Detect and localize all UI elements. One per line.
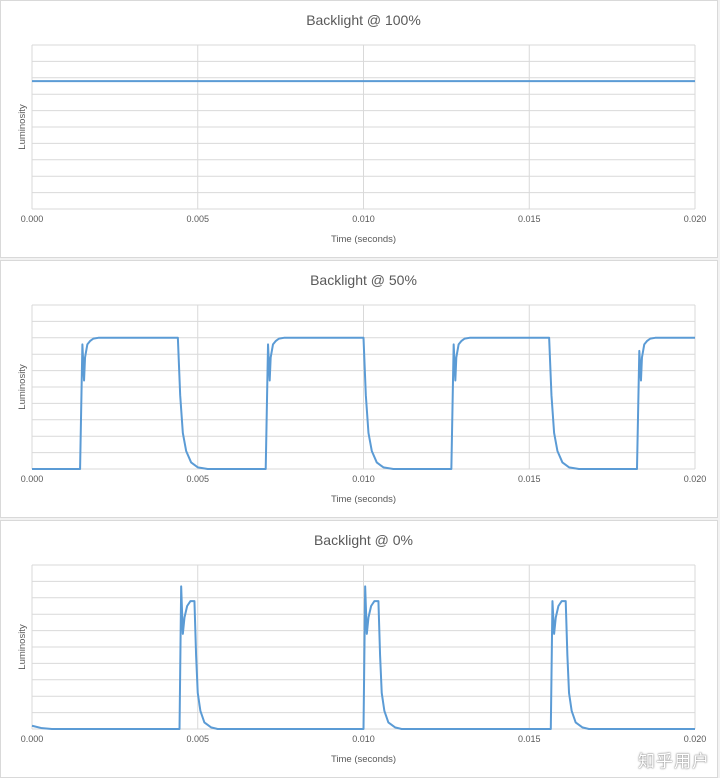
chart-svg: 0.000 0.005 0.010 0.015 0.020 Backlight @ 100… <box>17 12 707 245</box>
series-line <box>31 585 695 730</box>
x-tick-label: 0.020 <box>684 214 707 224</box>
chart-panel-backlight-0: 0.000 0.005 0.010 0.015 0.020 Backlight @ 0% T… <box>0 520 718 778</box>
x-tick-label: 0.005 <box>186 474 209 484</box>
y-axis-label: Luminosity <box>17 104 28 150</box>
chart-panel-backlight-50: 0.000 0.005 0.010 0.015 0.020 Backlight @ 50%… <box>0 260 718 518</box>
watermark: 知乎用户 <box>638 752 710 772</box>
x-tick-label: 0.020 <box>684 474 707 484</box>
chart-panel-backlight-100: 0.000 0.005 0.010 0.015 0.020 Backlight @ 100… <box>0 0 718 258</box>
series-line <box>32 336 695 470</box>
chart-title: Backlight @ 0% <box>314 532 413 548</box>
x-tick-label: 0.010 <box>352 474 375 484</box>
x-tick-label: 0.000 <box>21 474 44 484</box>
x-tick-label: 0.015 <box>518 214 541 224</box>
y-axis-label: Luminosity <box>17 624 28 670</box>
x-tick-label: 0.000 <box>21 214 44 224</box>
chart-title: Backlight @ 100% <box>306 12 421 28</box>
x-tick-label: 0.015 <box>518 474 541 484</box>
x-tick-label: 0.005 <box>186 734 209 744</box>
chart-svg: 0.000 0.005 0.010 0.015 0.020 Backlight @ 0% T… <box>17 532 707 765</box>
x-tick-label: 0.010 <box>352 734 375 744</box>
chart-svg: 0.000 0.005 0.010 0.015 0.020 Backlight @ 50%… <box>17 272 707 505</box>
x-tick-label: 0.015 <box>518 734 541 744</box>
x-tick-label: 0.010 <box>352 214 375 224</box>
x-axis-label: Time (seconds) <box>331 754 396 765</box>
x-axis-label: Time (seconds) <box>331 494 396 505</box>
chart-title: Backlight @ 50% <box>310 272 417 288</box>
x-tick-label: 0.020 <box>684 734 707 744</box>
x-tick-label: 0.000 <box>21 734 44 744</box>
x-axis-label: Time (seconds) <box>331 234 396 245</box>
y-axis-label: Luminosity <box>17 364 28 410</box>
x-tick-label: 0.005 <box>186 214 209 224</box>
